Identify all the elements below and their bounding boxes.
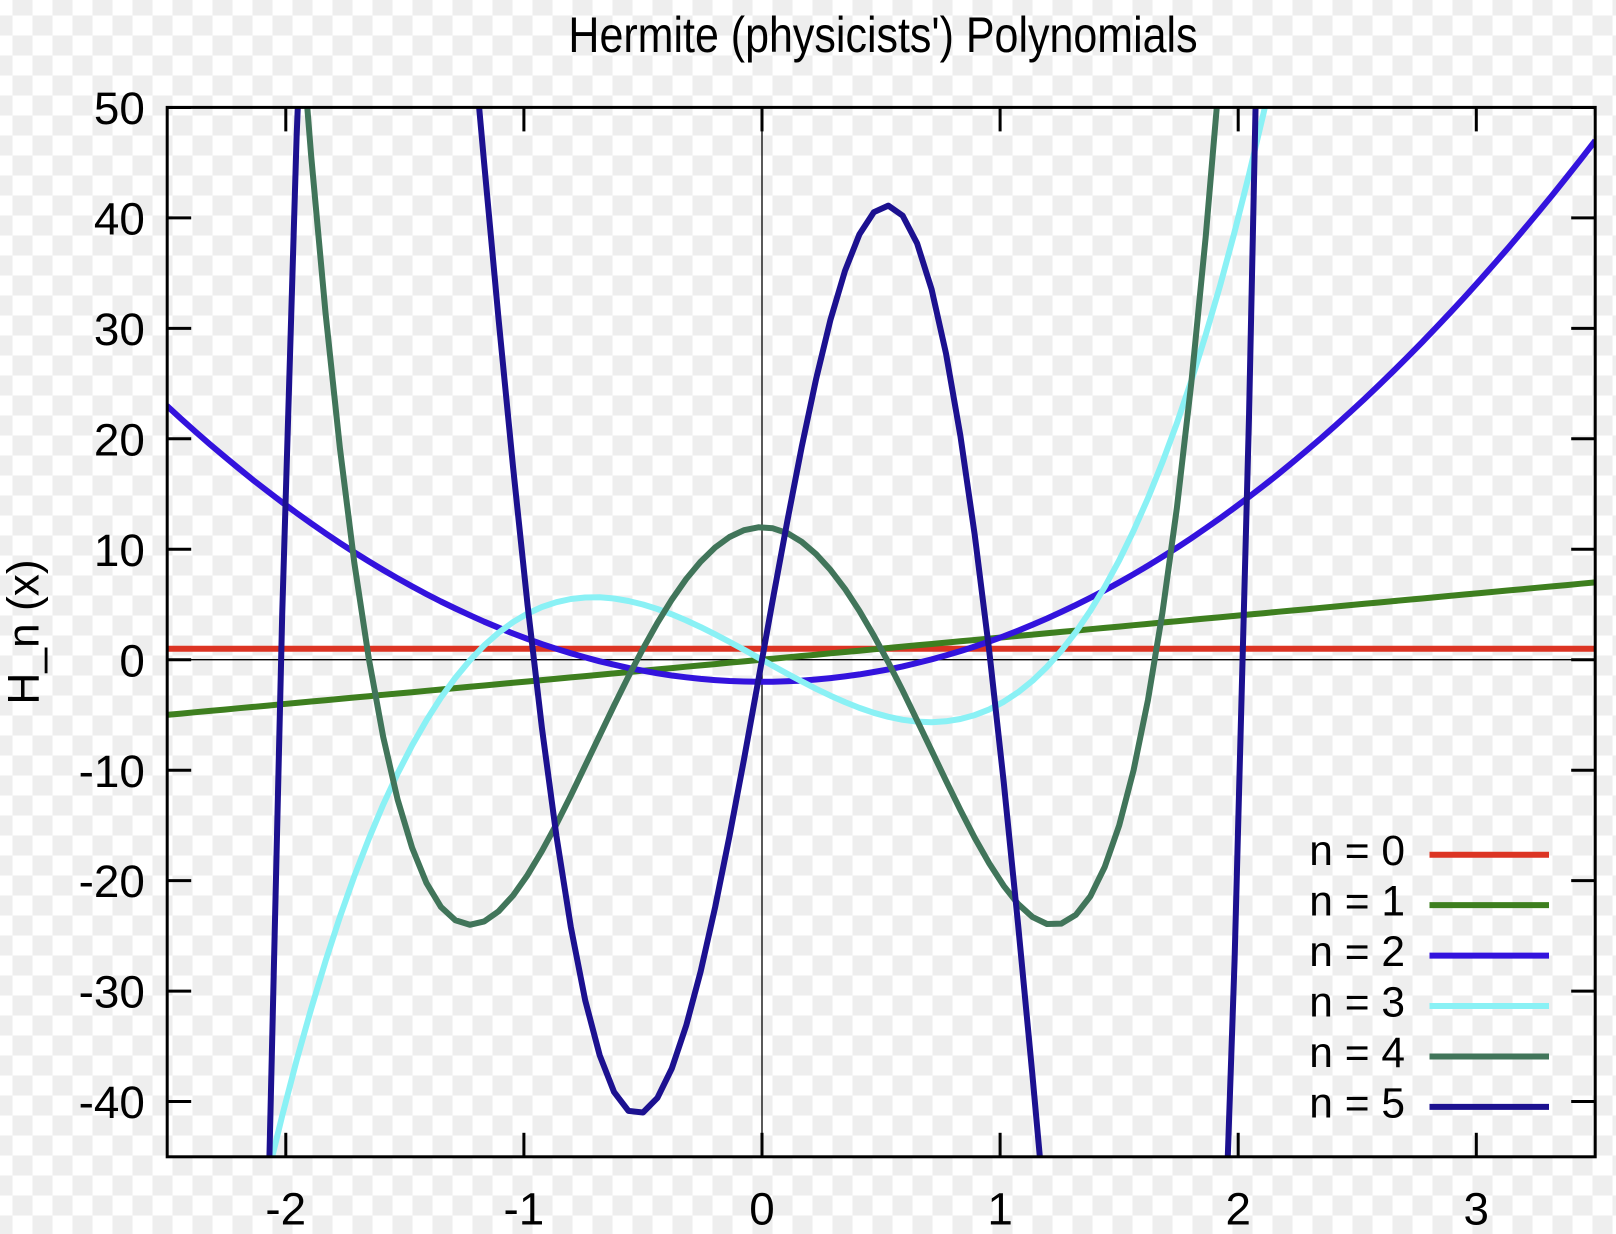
svg-text:n = 2: n = 2 — [1309, 929, 1405, 976]
svg-text:10: 10 — [94, 525, 145, 576]
svg-text:-20: -20 — [79, 856, 145, 907]
svg-text:0: 0 — [119, 635, 144, 686]
svg-text:n = 4: n = 4 — [1309, 1030, 1405, 1077]
svg-text:-30: -30 — [79, 967, 145, 1018]
svg-text:30: 30 — [94, 304, 145, 355]
svg-text:-40: -40 — [79, 1077, 145, 1128]
svg-text:n = 5: n = 5 — [1309, 1080, 1405, 1127]
svg-text:Hermite (physicists') Polynomi: Hermite (physicists') Polynomials — [568, 7, 1197, 63]
svg-text:n = 3: n = 3 — [1309, 979, 1405, 1026]
svg-text:20: 20 — [94, 414, 145, 465]
svg-text:1: 1 — [987, 1184, 1012, 1234]
svg-text:50: 50 — [94, 83, 145, 134]
svg-text:n = 1: n = 1 — [1309, 879, 1405, 926]
svg-text:-10: -10 — [79, 746, 145, 797]
svg-text:n = 0: n = 0 — [1309, 828, 1405, 875]
svg-text:40: 40 — [94, 194, 145, 245]
svg-text:-1: -1 — [504, 1184, 545, 1234]
svg-text:0: 0 — [749, 1184, 774, 1234]
svg-text:-2: -2 — [265, 1184, 306, 1234]
svg-text:H_n (x): H_n (x) — [0, 559, 48, 704]
svg-text:3: 3 — [1464, 1184, 1489, 1234]
svg-text:2: 2 — [1225, 1184, 1250, 1234]
